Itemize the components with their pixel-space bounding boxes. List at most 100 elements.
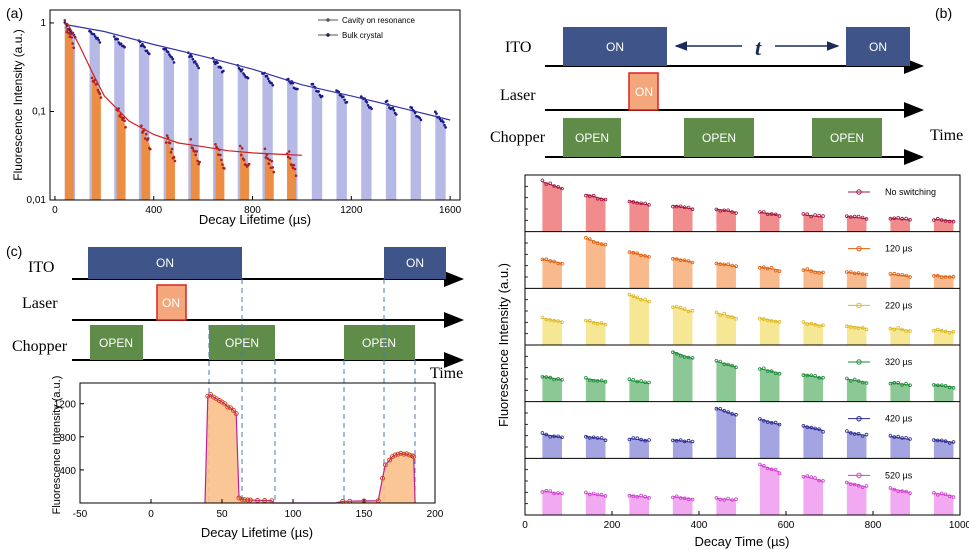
b-trace-point: [805, 267, 810, 271]
b-chopper-label: Chopper: [490, 129, 546, 146]
b-trace-point: [892, 271, 897, 276]
b-trace-point: [932, 438, 936, 442]
b-trace-point: [765, 318, 770, 323]
b-trace-point: [548, 375, 552, 380]
b-trace-point: [584, 375, 588, 380]
b-trace-point: [671, 256, 675, 261]
b-trace-point: [722, 262, 726, 267]
b-trace-point: [821, 375, 825, 380]
panel-a-ylabel: Fluorescence Intensity (a.u.): [11, 29, 25, 180]
b-trace-point: [591, 193, 596, 198]
b-trace-point: [734, 316, 738, 321]
a-point: [124, 126, 127, 129]
a-bar: [190, 143, 200, 200]
b-trace-point: [888, 326, 893, 331]
b-trace-bar: [890, 436, 910, 459]
a-point: [392, 108, 396, 112]
b-trace-point: [584, 193, 588, 198]
b-trace-point: [726, 262, 730, 267]
b-trace-bar: [716, 361, 736, 402]
a-point: [170, 147, 174, 151]
b-trace-point: [591, 378, 596, 383]
b-trace-point: [635, 295, 639, 300]
b-trace-point: [595, 436, 600, 440]
c-laser-label: Laser: [22, 295, 58, 312]
b-trace-bar: [585, 320, 606, 345]
b-trace-point: [671, 350, 675, 355]
a-point: [266, 157, 270, 160]
a-point: [189, 138, 193, 141]
b-trace-top: [585, 320, 606, 325]
b-trace-bar: [672, 439, 693, 459]
panel-a-bars: [63, 19, 448, 201]
a-point: [366, 104, 370, 107]
panel-a-legend: Cavity on resonance Bulk crystal: [318, 16, 415, 40]
b-ito-pulse-2: [846, 27, 910, 66]
b-trace-point: [758, 210, 762, 214]
b-trace-bar: [933, 384, 954, 402]
b-trace-point: [560, 491, 564, 496]
b-trace-point: [860, 215, 865, 220]
b-trace-point: [671, 438, 675, 443]
b-trace-point: [813, 322, 817, 327]
b-trace-bar: [629, 380, 649, 402]
c-point: [236, 495, 242, 501]
b-trace-point: [773, 319, 778, 324]
b-trace-point: [821, 429, 825, 434]
a-fit-line: [66, 22, 302, 156]
b-trace-bar: [542, 259, 562, 289]
b-trace-point: [639, 201, 643, 206]
a-point: [98, 92, 102, 95]
b-trace-point: [805, 373, 810, 378]
b-trace-point: [848, 379, 853, 383]
c-point: [222, 401, 228, 407]
b-trace-point: [896, 380, 900, 385]
a-xtick-label: 800: [244, 205, 261, 216]
b-trace-point: [765, 212, 770, 217]
b-trace-point: [773, 420, 778, 425]
a-point: [288, 157, 292, 160]
b-trace-point: [603, 379, 608, 384]
b-trace-point: [674, 204, 679, 209]
b-trace-point: [595, 321, 600, 326]
b-trace-top: [585, 237, 606, 246]
b-trace-point: [730, 263, 734, 268]
panel-a-fit-lines: [66, 22, 451, 156]
b-trace-bar: [716, 263, 736, 289]
a-point: [270, 81, 273, 85]
b-trace-point: [639, 493, 643, 498]
b-trace-point: [845, 376, 849, 381]
b-trace-bar: [585, 436, 606, 459]
a-point: [395, 113, 398, 116]
b-trace-point: [856, 379, 861, 383]
b-trace-point: [544, 488, 549, 493]
b-trace-point: [888, 272, 893, 276]
b-trace-bar: [846, 379, 867, 402]
panel-a-plot-frame: [49, 9, 461, 201]
panel-c-plot: -50 0 50 100 150 200 400 800 1200 Decay Lifetime…: [51, 376, 444, 540]
a-point: [216, 61, 219, 65]
b-trace-point: [845, 480, 849, 485]
a-point: [271, 166, 275, 169]
a-point: [120, 116, 123, 119]
a-point: [166, 136, 170, 140]
a-point: [272, 170, 276, 174]
b-trace-point: [848, 325, 853, 329]
b-trace-point: [904, 489, 908, 494]
b-trace-bar: [672, 257, 693, 289]
b-trace-point: [939, 275, 944, 279]
a-point: [71, 42, 74, 45]
b-trace-point: [769, 369, 774, 374]
a-bar: [385, 101, 397, 200]
a-xtick-label: 1200: [340, 205, 363, 216]
b-trace-top: [629, 437, 650, 442]
a-point: [264, 156, 268, 159]
b-trace-point: [769, 467, 774, 472]
b-trace-point: [726, 496, 730, 501]
b-trace-point: [678, 258, 683, 263]
b-trace-point: [761, 265, 766, 270]
b-trace-point: [635, 251, 639, 256]
b-trace-point: [556, 376, 560, 381]
c-xtick-label: 150: [356, 509, 373, 520]
c-chopper-open-3: [344, 325, 415, 360]
